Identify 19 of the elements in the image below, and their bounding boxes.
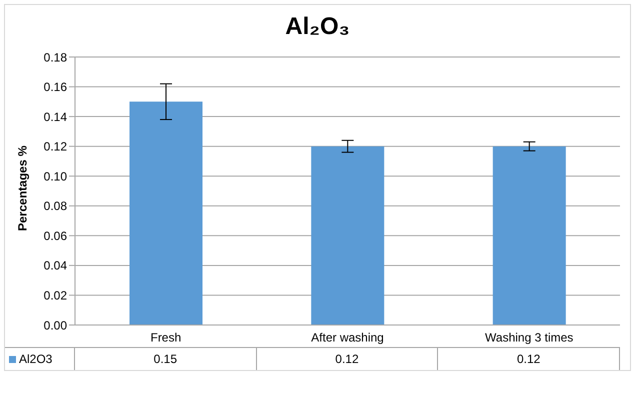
- y-tick-label: 0.02: [44, 288, 68, 302]
- y-axis-title: Percentages %: [15, 145, 30, 231]
- chart-title: Al₂O₃: [284, 13, 351, 42]
- y-tick-label: 0.04: [44, 258, 68, 273]
- x-tick-label: Washing 3 times: [485, 330, 574, 345]
- data-label: 0.12: [438, 348, 620, 370]
- y-tick-label: 0.08: [44, 199, 68, 214]
- data-label: 0.12: [256, 348, 438, 370]
- y-tick-label: 0.12: [44, 140, 68, 154]
- y-tick-label: 0.00: [44, 318, 68, 332]
- y-tick-label: 0.18: [44, 50, 68, 64]
- x-tick-label: Fresh: [150, 330, 182, 345]
- data-label: 0.15: [75, 348, 257, 370]
- y-tick-label: 0.14: [44, 110, 68, 124]
- x-tick-label: After washing: [311, 330, 384, 345]
- y-tick-label: 0.06: [44, 228, 68, 243]
- legend-label: Al2O3: [5, 348, 75, 370]
- y-tick-label: 0.16: [44, 80, 68, 94]
- y-tick-label: 0.10: [44, 169, 68, 184]
